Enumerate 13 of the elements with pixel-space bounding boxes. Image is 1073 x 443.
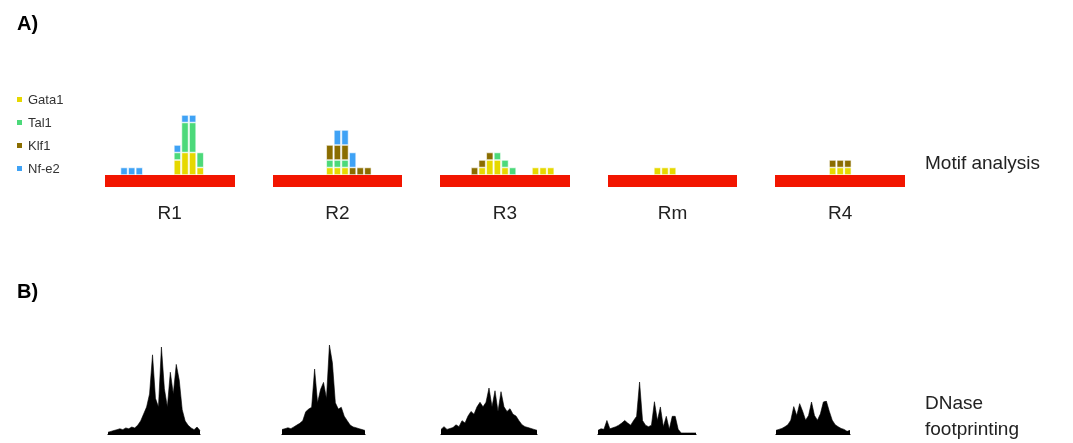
x-tick-label: R1: [157, 202, 182, 223]
text: DNase footprinting: [925, 391, 1020, 441]
x-tick-label: R2: [325, 202, 350, 223]
x-tick-label: Rm: [657, 202, 688, 223]
text: Motif analysis: [925, 151, 1042, 175]
legend-label: Nf-e2: [28, 161, 60, 176]
x-tick-label: R4: [828, 202, 853, 223]
chart-title: B): [17, 280, 39, 302]
legend-label: Klf1: [28, 138, 51, 153]
legend-label: Gata1: [28, 92, 64, 107]
legend-label: Tal1: [28, 115, 52, 130]
chart-title: A): [17, 12, 39, 34]
x-tick-label: R3: [492, 202, 518, 223]
